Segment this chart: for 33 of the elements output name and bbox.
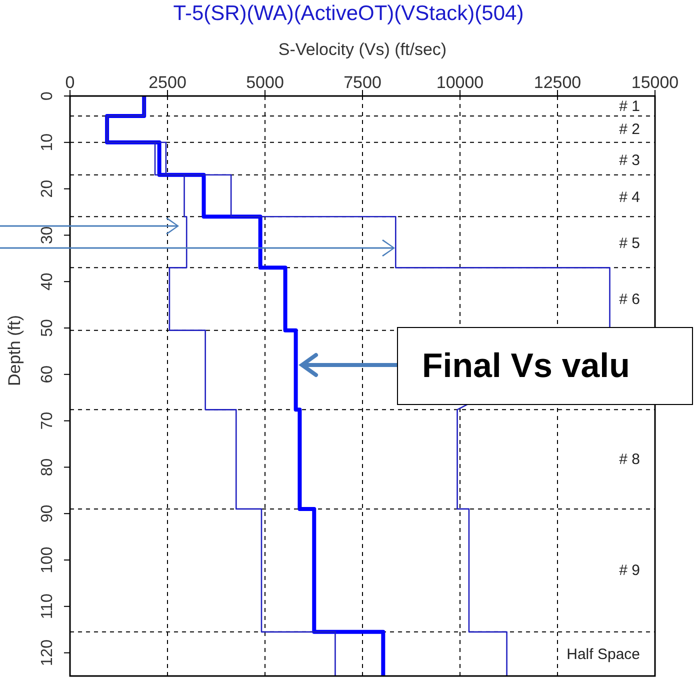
- annotation: # 5: [619, 235, 640, 252]
- annotation: # 2: [619, 121, 640, 138]
- annotation: # 3: [619, 152, 640, 169]
- x-tick-label: 15000: [631, 73, 679, 92]
- y-tick-label: 80: [39, 458, 56, 476]
- y-tick-label: 10: [39, 133, 56, 152]
- x-tick-label: 7500: [344, 73, 382, 92]
- x-tick-label: 0: [65, 73, 75, 92]
- y-axis-title: Depth (ft): [5, 315, 24, 386]
- x-tick-label: 10000: [436, 73, 484, 92]
- annotation: Final Vs valu: [422, 346, 630, 386]
- x-tick-label: 5000: [246, 73, 284, 92]
- y-tick-label: 90: [39, 504, 56, 522]
- y-tick-label: 0: [39, 91, 56, 100]
- y-tick-label: 20: [39, 180, 56, 198]
- y-tick-label: 110: [39, 594, 56, 620]
- x-tick-label: 12500: [534, 73, 582, 92]
- x-axis-title: S-Velocity (Vs) (ft/sec): [277, 40, 448, 60]
- y-tick-label: 40: [39, 272, 56, 290]
- y-tick-label: 70: [39, 412, 56, 430]
- y-tick-label: 50: [39, 319, 56, 337]
- y-tick-label: 100: [39, 546, 56, 574]
- annotation: # 1: [619, 98, 640, 115]
- y-tick-label: 60: [39, 365, 56, 384]
- chart-title: T-5(SR)(WA)(ActiveOT)(VStack)(504): [172, 2, 525, 26]
- annotation: # 4: [619, 189, 640, 206]
- annotation: Half Space: [566, 646, 640, 663]
- x-tick-label: 2500: [148, 73, 186, 92]
- y-tick-label: 120: [39, 639, 56, 666]
- y-tick-label: 30: [39, 226, 56, 244]
- annotation: # 8: [619, 451, 640, 468]
- annotation: # 6: [619, 291, 640, 308]
- annotation: # 9: [619, 562, 640, 579]
